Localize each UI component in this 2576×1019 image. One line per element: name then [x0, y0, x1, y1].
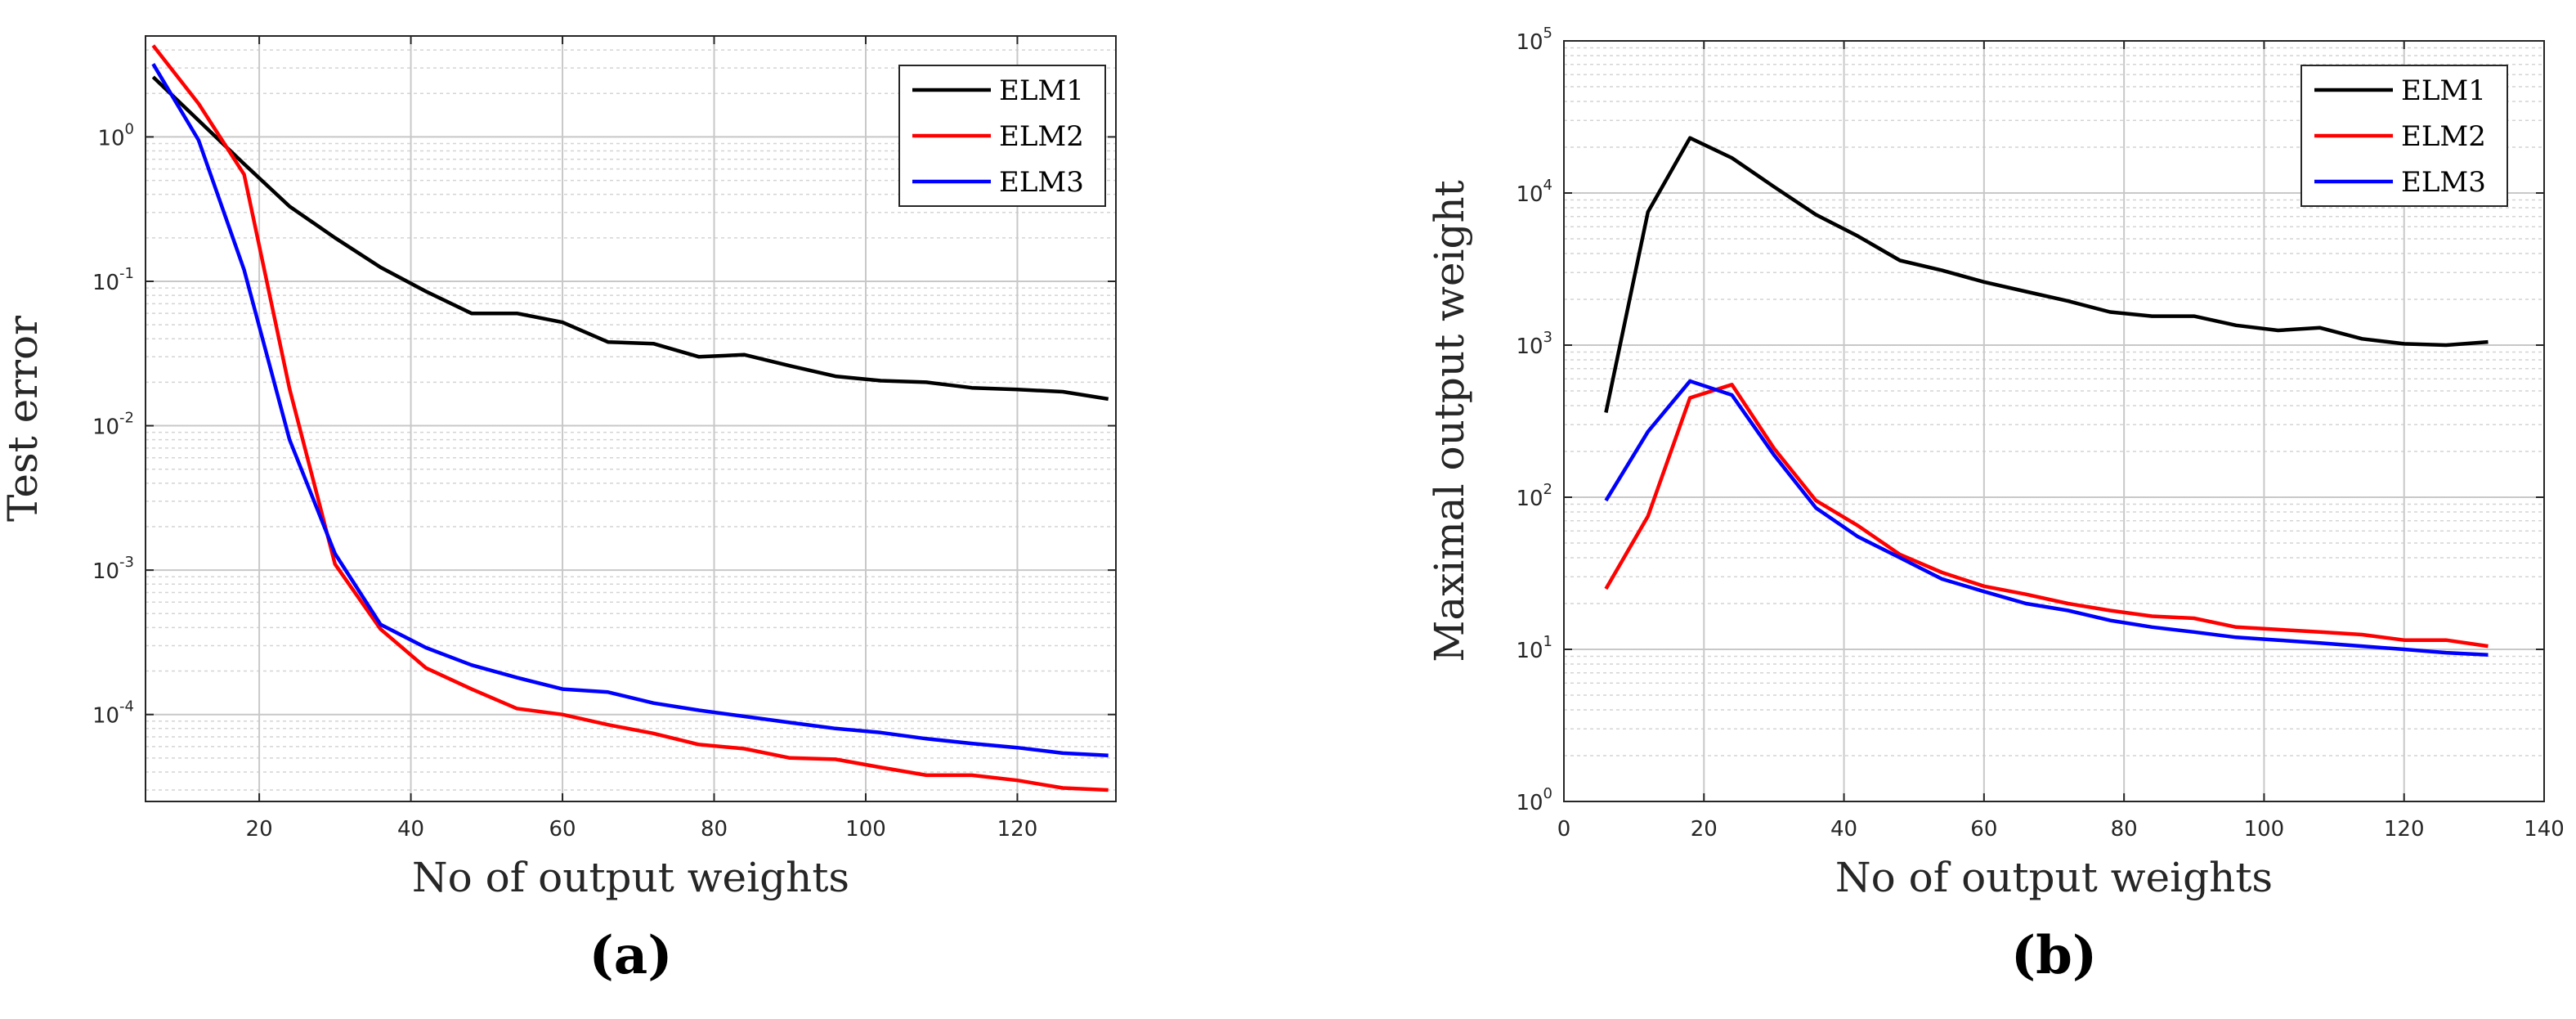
y-tick-label: 105 [1516, 25, 1552, 55]
y-tick-label: 10-4 [92, 698, 134, 729]
x-tick-label: 40 [1830, 817, 1857, 842]
chart-panel-b: 0 20 40 60 80 100 120 140 100 101 102 103 104 105 No o… [1426, 25, 2565, 986]
series-group [1604, 136, 2489, 657]
x-axis-label: No of output weights [412, 854, 849, 901]
legend-label-elm1: ELM1 [2401, 74, 2486, 107]
panel-label: (a) [589, 925, 672, 986]
x-tick-label: 80 [701, 817, 728, 842]
series-line-elm1 [1604, 136, 2489, 413]
legend-label-elm3: ELM3 [2401, 166, 2486, 199]
series-line-elm2 [1604, 383, 2489, 649]
x-tick-label: 20 [1691, 817, 1718, 842]
y-tick-label: 102 [1516, 481, 1552, 511]
y-tick-label: 10-3 [92, 554, 134, 584]
y-tick-label: 103 [1516, 329, 1552, 359]
series-line-elm3 [151, 63, 1109, 758]
legend-label-elm3: ELM3 [999, 166, 1084, 199]
x-tick-label: 120 [997, 817, 1038, 842]
x-tick-label: 60 [1970, 817, 1997, 842]
x-tick-label: 60 [549, 817, 576, 842]
axes-box [145, 35, 1117, 802]
x-tick-label: 20 [246, 817, 273, 842]
y-tick-label: 100 [1516, 785, 1552, 815]
x-tick-label: 40 [397, 817, 424, 842]
y-tick-label: 10-1 [92, 265, 134, 295]
y-tick-label: 100 [97, 120, 134, 150]
x-tick-label: 80 [2111, 817, 2138, 842]
chart-panel-a: 20 40 60 80 100 120 10-4 10-3 10-2 10-1 100 No of o… [0, 35, 1117, 986]
grid [146, 36, 1116, 801]
y-tick-label: 10-2 [92, 410, 134, 440]
legend-label-elm1: ELM1 [999, 74, 1084, 107]
series-group [151, 44, 1109, 792]
legend-label-elm2: ELM2 [999, 120, 1084, 153]
legend: ELM1 ELM2 ELM3 [898, 65, 1106, 207]
x-tick-label: 140 [2524, 817, 2565, 842]
legend-label-elm2: ELM2 [2401, 120, 2486, 153]
x-tick-label: 100 [845, 817, 886, 842]
y-axis-label: Test error [0, 316, 47, 522]
x-axis-label: No of output weights [1835, 854, 2273, 901]
series-line-elm2 [151, 44, 1109, 792]
series-line-elm1 [151, 75, 1109, 402]
legend: ELM1 ELM2 ELM3 [2300, 65, 2508, 207]
axes-box [1563, 40, 2545, 802]
x-tick-label: 120 [2384, 817, 2425, 842]
x-tick-label: 0 [1557, 817, 1571, 842]
y-tick-label: 104 [1516, 177, 1552, 207]
y-axis-label: Maximal output weight [1426, 180, 1473, 662]
x-tick-label: 100 [2244, 817, 2285, 842]
panel-label: (b) [2011, 925, 2097, 986]
y-tick-label: 101 [1516, 633, 1552, 663]
series-line-elm3 [1604, 379, 2489, 657]
